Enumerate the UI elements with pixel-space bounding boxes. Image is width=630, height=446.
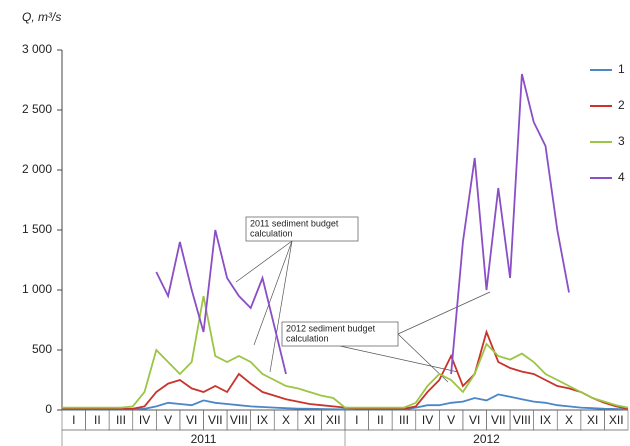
annotation-box <box>245 216 359 242</box>
callout-line <box>253 240 293 346</box>
month-label: VIII <box>230 413 248 427</box>
month-label: X <box>282 413 290 427</box>
y-tick-label: 1 500 <box>22 222 52 236</box>
month-label: I <box>72 413 75 427</box>
month-label: II <box>377 413 384 427</box>
month-label: IV <box>422 413 433 427</box>
y-tick-label: 0 <box>45 402 52 416</box>
legend-label: 2 <box>618 98 625 112</box>
y-tick-label: 500 <box>32 342 52 356</box>
series-line <box>62 393 629 411</box>
month-label: XI <box>587 413 598 427</box>
month-label: VIII <box>513 413 531 427</box>
month-label: XII <box>609 413 624 427</box>
month-label: I <box>355 413 358 427</box>
legend-label: 1 <box>618 62 625 76</box>
y-tick-label: 1 000 <box>22 282 52 296</box>
month-label: XI <box>304 413 315 427</box>
annotation-text: calculation <box>250 228 293 238</box>
month-label: V <box>447 413 455 427</box>
month-label: IV <box>139 413 150 427</box>
legend-label: 4 <box>618 170 625 184</box>
annotation-text: 2012 sediment budget <box>286 323 376 333</box>
month-label: III <box>399 413 409 427</box>
y-tick-label: 2 500 <box>22 102 52 116</box>
callout-line <box>235 240 293 283</box>
y-tick-label: 3 000 <box>22 42 52 56</box>
annotation-text: calculation <box>286 333 329 343</box>
month-label: V <box>164 413 172 427</box>
month-label: XII <box>326 413 341 427</box>
callout-line <box>339 345 459 373</box>
callout-line <box>397 291 491 335</box>
series-line <box>62 295 629 409</box>
month-label: VI <box>469 413 480 427</box>
annotation-text: 2011 sediment budget <box>250 218 339 228</box>
year-label: 2011 <box>191 432 217 446</box>
month-label: VI <box>186 413 197 427</box>
month-label: VII <box>208 413 223 427</box>
y-tick-label: 2 000 <box>22 162 52 176</box>
month-label: IX <box>257 413 268 427</box>
callout-line <box>269 240 293 373</box>
series-line <box>155 73 570 375</box>
month-label: VII <box>491 413 506 427</box>
year-label: 2012 <box>473 432 500 446</box>
legend-label: 3 <box>618 134 625 148</box>
y-axis-label: Q, m³/s <box>22 10 61 24</box>
month-label: IX <box>540 413 551 427</box>
month-label: X <box>565 413 573 427</box>
month-label: III <box>116 413 126 427</box>
month-label: II <box>94 413 101 427</box>
annotation-box <box>281 321 399 347</box>
